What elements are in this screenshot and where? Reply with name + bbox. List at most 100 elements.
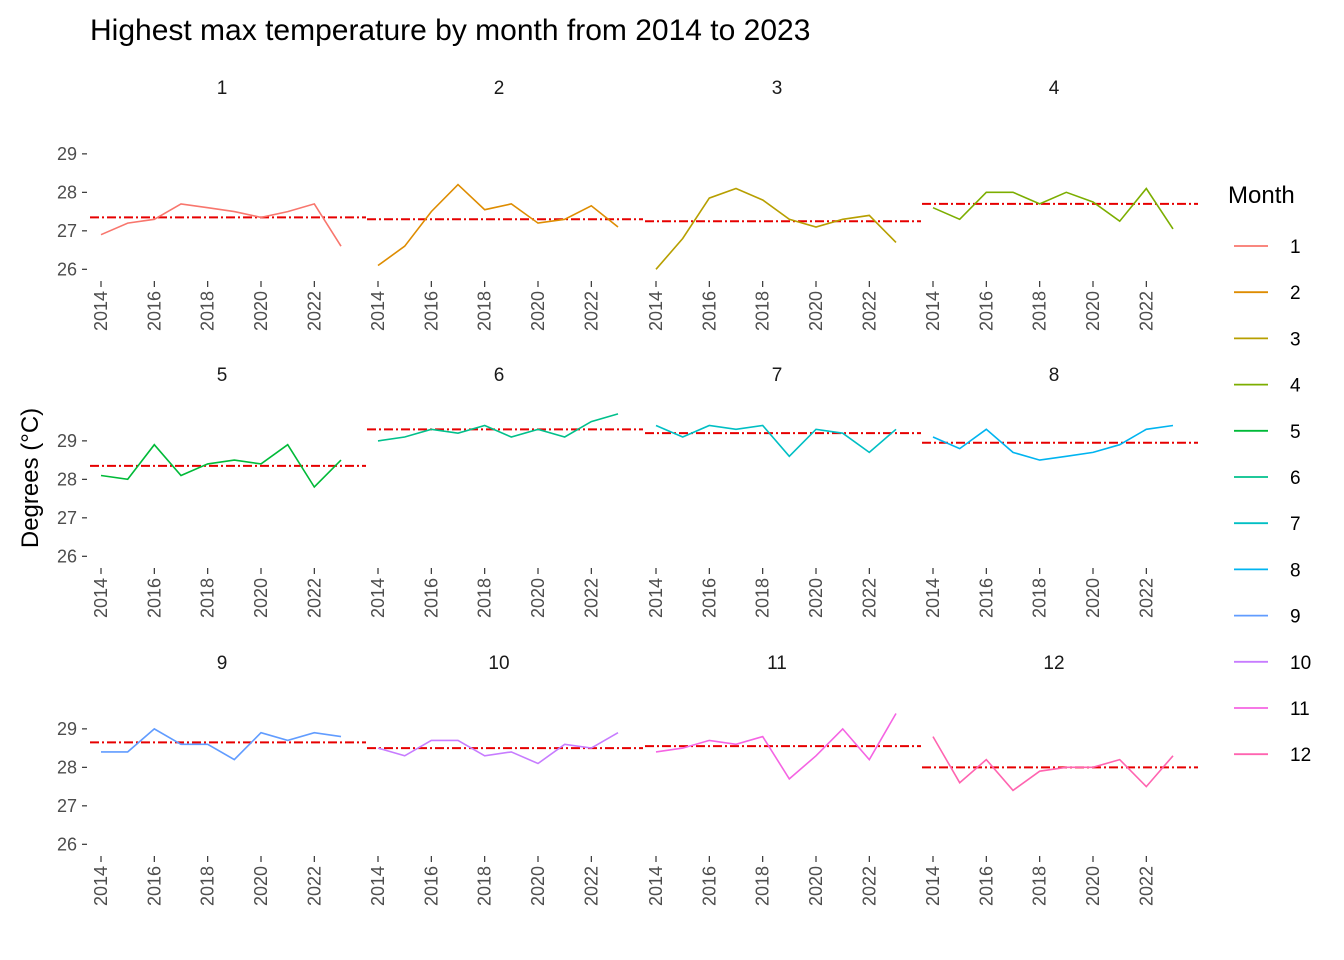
legend-item-month-5: 5 [1234, 422, 1301, 443]
panel-month-8: 8 2014 2016 2018 2020 2022 [922, 365, 1198, 618]
x-tick-label: 2014 [646, 866, 666, 906]
x-tick-label: 2016 [699, 578, 719, 618]
panel-month-12: 12 2014 2016 2018 2020 2022 [922, 653, 1198, 906]
x-tick-label: 2016 [976, 291, 996, 331]
x-tick-label: 2022 [581, 291, 601, 331]
x-tick-label: 2020 [1083, 578, 1103, 618]
x-tick-label: 2022 [859, 291, 879, 331]
legend-label: 6 [1290, 468, 1301, 489]
strip-label: 12 [1043, 653, 1064, 674]
panel-month-5: 5 26 27 28 29 2014 2016 2018 2020 2022 [57, 365, 366, 618]
legend-label: 3 [1290, 329, 1301, 350]
legend-item-month-10: 10 [1234, 653, 1311, 674]
x-tick-label: 2022 [304, 291, 324, 331]
series-line-month-2 [377, 183, 619, 267]
series-line-month-11 [655, 713, 897, 781]
chart-title: Highest max temperature by month from 20… [90, 14, 810, 47]
series-line-month-1 [100, 202, 342, 247]
series-line-month-4 [932, 187, 1174, 230]
series-line-month-8 [932, 424, 1174, 461]
legend-label: 5 [1290, 422, 1301, 443]
x-tick-label: 2018 [753, 578, 773, 618]
legend-label: 10 [1290, 653, 1311, 674]
legend-label: 11 [1290, 699, 1310, 720]
series-line-month-9 [101, 727, 342, 761]
legend-label: 7 [1290, 514, 1301, 535]
x-tick-label: 2018 [198, 578, 218, 618]
x-tick-label: 2014 [91, 578, 111, 618]
x-tick-label: 2014 [368, 578, 388, 618]
y-axis-title: Degrees (°C) [17, 408, 44, 548]
x-tick-label: 2016 [976, 866, 996, 906]
series-line-month-10 [377, 732, 619, 765]
x-tick-label: 2018 [475, 578, 495, 618]
x-tick-label: 2020 [528, 866, 548, 906]
x-tick-label: 2014 [368, 291, 388, 331]
x-tick-label: 2016 [699, 291, 719, 331]
y-tick-label: 29 [57, 144, 77, 164]
legend-label: 1 [1290, 237, 1301, 258]
x-tick-label: 2020 [806, 578, 826, 618]
y-tick-label: 26 [57, 834, 77, 854]
panel-month-3: 3 2014 2016 2018 2020 2022 [645, 78, 921, 331]
y-tick-label: 29 [57, 431, 77, 451]
x-tick-label: 2020 [251, 291, 271, 331]
x-tick-label: 2018 [753, 291, 773, 331]
x-tick-label: 2016 [144, 578, 164, 618]
x-tick-label: 2016 [144, 291, 164, 331]
series-line-month-12 [932, 736, 1174, 792]
panel-month-7: 7 2014 2016 2018 2020 2022 [645, 365, 921, 618]
strip-label: 9 [217, 653, 228, 674]
strip-label: 11 [767, 653, 787, 674]
panel-month-2: 2 2014 2016 2018 2020 2022 [367, 78, 643, 331]
legend-title: Month [1228, 182, 1295, 209]
strip-label: 6 [494, 365, 505, 386]
strip-label: 3 [772, 78, 783, 99]
x-tick-label: 2014 [646, 578, 666, 618]
x-tick-label: 2018 [1030, 578, 1050, 618]
y-tick-label: 29 [57, 719, 77, 739]
x-tick-label: 2014 [923, 291, 943, 331]
x-tick-label: 2014 [923, 866, 943, 906]
series-line-month-3 [655, 187, 897, 270]
x-tick-label: 2022 [1136, 578, 1156, 618]
panel-month-11: 11 2014 2016 2018 2020 2022 [645, 653, 921, 906]
y-tick-label: 27 [57, 508, 77, 528]
legend-item-month-2: 2 [1234, 283, 1301, 304]
strip-label: 5 [217, 365, 228, 386]
x-tick-label: 2022 [859, 866, 879, 906]
x-tick-label: 2014 [91, 291, 111, 331]
y-tick-label: 27 [57, 796, 77, 816]
legend-item-month-8: 8 [1234, 560, 1301, 581]
legend-label: 8 [1290, 560, 1301, 581]
strip-label: 10 [488, 653, 509, 674]
x-tick-label: 2016 [421, 578, 441, 618]
x-tick-label: 2022 [1136, 866, 1156, 906]
y-tick-label: 28 [57, 182, 77, 202]
legend-item-month-11: 11 [1234, 699, 1310, 720]
series-line-month-6 [377, 413, 619, 442]
legend-item-month-9: 9 [1234, 607, 1301, 628]
y-tick-label: 27 [57, 221, 77, 241]
legend-item-month-3: 3 [1234, 329, 1301, 350]
y-tick-label: 28 [57, 469, 77, 489]
x-tick-label: 2022 [581, 578, 601, 618]
strip-label: 7 [772, 365, 783, 386]
x-tick-label: 2016 [421, 291, 441, 331]
x-tick-label: 2020 [251, 578, 271, 618]
x-tick-label: 2016 [699, 866, 719, 906]
x-tick-label: 2020 [1083, 866, 1103, 906]
legend-label: 2 [1290, 283, 1301, 304]
x-tick-label: 2014 [646, 291, 666, 331]
strip-label: 8 [1049, 365, 1060, 386]
x-tick-label: 2018 [753, 866, 773, 906]
legend-item-month-12: 12 [1234, 745, 1311, 766]
x-tick-label: 2018 [198, 291, 218, 331]
x-tick-label: 2016 [976, 578, 996, 618]
legend-label: 4 [1290, 376, 1301, 397]
panel-month-9: 9 26 27 28 29 2014 2016 2018 2020 2022 [57, 653, 366, 906]
x-tick-label: 2018 [198, 866, 218, 906]
legend-item-month-4: 4 [1234, 376, 1301, 397]
